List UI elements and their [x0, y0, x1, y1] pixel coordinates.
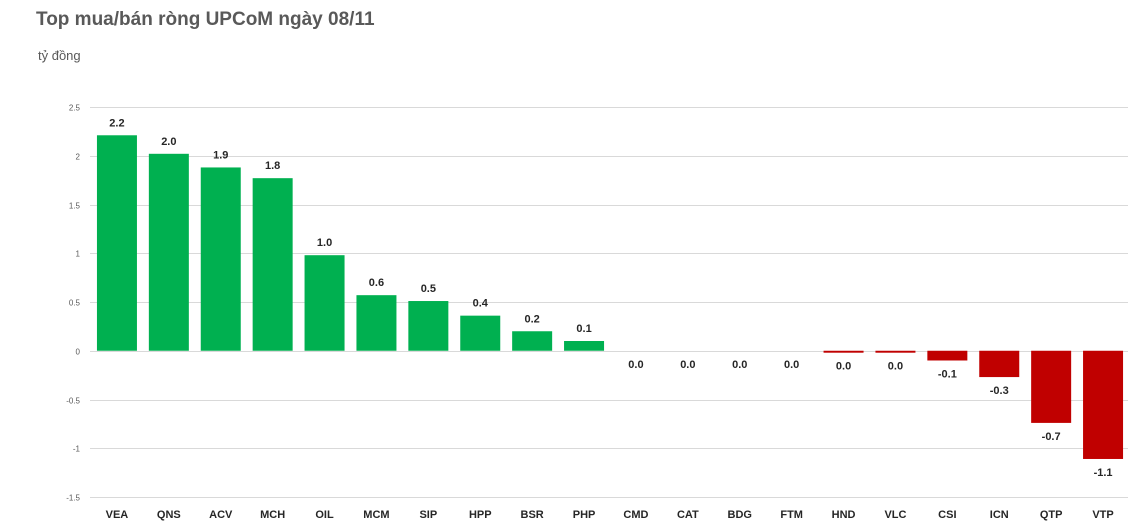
- data-label: 0.1: [576, 323, 591, 335]
- bar-qtp[interactable]: [1031, 350, 1072, 423]
- bar-icn[interactable]: [979, 350, 1020, 378]
- bar-vlc[interactable]: [875, 350, 916, 353]
- x-tick-label: HPP: [469, 509, 492, 521]
- bar-hpp[interactable]: [460, 315, 501, 351]
- x-tick-label: MCM: [363, 509, 389, 521]
- x-tick-label: CAT: [677, 509, 699, 521]
- x-tick-label: SIP: [419, 509, 437, 521]
- bar-hnd[interactable]: [823, 350, 864, 353]
- x-tick-label: QTP: [1040, 509, 1063, 521]
- bar-sip[interactable]: [408, 301, 449, 351]
- data-label: 0.2: [525, 313, 540, 325]
- data-label: 0.0: [888, 361, 903, 373]
- bar-vea[interactable]: [96, 135, 137, 351]
- x-tick-label: BDG: [728, 509, 752, 521]
- x-tick-label: PHP: [573, 509, 596, 521]
- data-label: 1.9: [213, 149, 228, 161]
- y-tick-label: -1.5: [66, 494, 80, 503]
- data-label: 0.5: [421, 283, 436, 295]
- x-tick-label: HND: [832, 509, 856, 521]
- y-tick-label: -1: [73, 445, 81, 454]
- data-label: 2.0: [161, 136, 176, 148]
- bar-vtp[interactable]: [1083, 350, 1124, 459]
- data-label: -0.7: [1042, 431, 1061, 443]
- data-label: -0.3: [990, 385, 1009, 397]
- data-label: -0.1: [938, 369, 957, 381]
- bar-csi[interactable]: [927, 350, 968, 361]
- x-tick-label: MCH: [260, 509, 285, 521]
- y-tick-label: -0.5: [66, 397, 80, 406]
- bar-mch[interactable]: [252, 178, 293, 351]
- bar-mcm[interactable]: [356, 295, 397, 351]
- x-tick-label: ACV: [209, 509, 233, 521]
- data-label: 1.8: [265, 160, 280, 172]
- chart-title: Top mua/bán ròng UPCoM ngày 08/11: [36, 9, 375, 30]
- x-tick-label: VTP: [1092, 509, 1113, 521]
- bar-acv[interactable]: [200, 167, 241, 351]
- y-tick-label: 1: [76, 250, 81, 259]
- x-tick-label: ICN: [990, 509, 1009, 521]
- bar-bsr[interactable]: [512, 331, 553, 351]
- x-tick-label: VLC: [884, 509, 906, 521]
- x-tick-label: FTM: [780, 509, 803, 521]
- bar-oil[interactable]: [304, 255, 345, 351]
- bar-php[interactable]: [564, 341, 605, 351]
- data-label: 0.0: [732, 359, 747, 371]
- x-tick-label: OIL: [315, 509, 334, 521]
- data-label: 0.0: [680, 359, 695, 371]
- data-label: -1.1: [1094, 467, 1113, 479]
- data-label: 0.6: [369, 277, 384, 289]
- x-tick-label: CMD: [623, 509, 648, 521]
- x-tick-label: BSR: [521, 509, 544, 521]
- data-label: 0.0: [784, 359, 799, 371]
- y-axis-unit-label: tỷ đồng: [38, 48, 81, 63]
- data-label: 2.2: [109, 117, 124, 129]
- y-tick-label: 0: [76, 348, 81, 357]
- y-tick-label: 1.5: [69, 202, 81, 211]
- x-tick-label: CSI: [938, 509, 956, 521]
- y-tick-label: 2: [76, 153, 81, 162]
- y-tick-label: 0.5: [69, 299, 81, 308]
- data-label: 0.0: [836, 361, 851, 373]
- x-tick-label: QNS: [157, 509, 181, 521]
- y-tick-label: 2.5: [69, 104, 81, 113]
- data-label: 1.0: [317, 237, 332, 249]
- data-label: 0.0: [628, 359, 643, 371]
- bar-qns[interactable]: [148, 153, 189, 351]
- data-label: 0.4: [473, 298, 489, 310]
- x-tick-label: VEA: [106, 509, 129, 521]
